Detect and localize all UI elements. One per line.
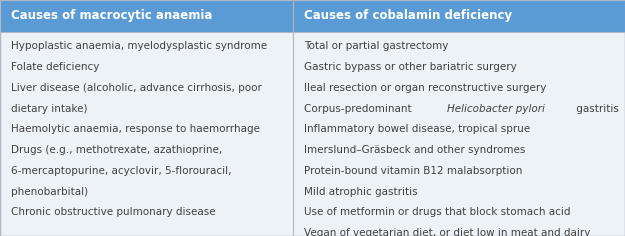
Bar <box>0 0 292 32</box>
Text: phenobarbital): phenobarbital) <box>11 187 88 197</box>
Text: Imerslund–Gräsbeck and other syndromes: Imerslund–Gräsbeck and other syndromes <box>304 145 525 155</box>
Text: Protein-bound vitamin B12 malabsorption: Protein-bound vitamin B12 malabsorption <box>304 166 522 176</box>
Text: Hypoplastic anaemia, myelodysplastic syndrome: Hypoplastic anaemia, myelodysplastic syn… <box>11 41 268 51</box>
Text: Gastric bypass or other bariatric surgery: Gastric bypass or other bariatric surger… <box>304 62 516 72</box>
Text: Drugs (e.g., methotrexate, azathioprine,: Drugs (e.g., methotrexate, azathioprine, <box>11 145 222 155</box>
Text: Folate deficiency: Folate deficiency <box>11 62 99 72</box>
Text: Chronic obstructive pulmonary disease: Chronic obstructive pulmonary disease <box>11 207 216 217</box>
Text: Haemolytic anaemia, response to haemorrhage: Haemolytic anaemia, response to haemorrh… <box>11 124 260 134</box>
Text: Total or partial gastrectomy: Total or partial gastrectomy <box>304 41 448 51</box>
Bar <box>292 0 625 32</box>
Text: Liver disease (alcoholic, advance cirrhosis, poor: Liver disease (alcoholic, advance cirrho… <box>11 83 262 93</box>
Text: Ileal resection or organ reconstructive surgery: Ileal resection or organ reconstructive … <box>304 83 546 93</box>
Text: dietary intake): dietary intake) <box>11 104 88 114</box>
Text: gastritis: gastritis <box>573 104 619 114</box>
Text: 6-mercaptopurine, acyclovir, 5-florouracil,: 6-mercaptopurine, acyclovir, 5-florourac… <box>11 166 232 176</box>
Text: Corpus-predominant: Corpus-predominant <box>304 104 414 114</box>
Text: Inflammatory bowel disease, tropical sprue: Inflammatory bowel disease, tropical spr… <box>304 124 530 134</box>
Text: Helicobacter pylori: Helicobacter pylori <box>447 104 545 114</box>
Text: Causes of macrocytic anaemia: Causes of macrocytic anaemia <box>11 9 212 22</box>
Text: Vegan of vegetarian diet, or diet low in meat and dairy: Vegan of vegetarian diet, or diet low in… <box>304 228 590 236</box>
Text: Use of metformin or drugs that block stomach acid: Use of metformin or drugs that block sto… <box>304 207 570 217</box>
Text: Causes of cobalamin deficiency: Causes of cobalamin deficiency <box>304 9 512 22</box>
Text: Mild atrophic gastritis: Mild atrophic gastritis <box>304 187 418 197</box>
